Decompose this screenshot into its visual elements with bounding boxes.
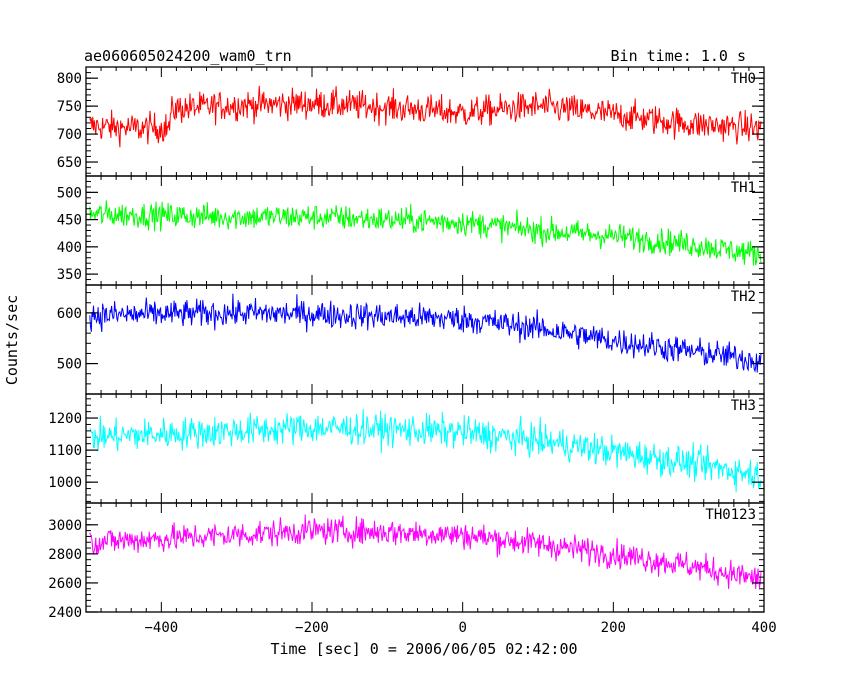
panel-frame-th0123 (85, 502, 765, 613)
y-tick-label: 450 (57, 213, 82, 229)
y-tick-label: 2600 (48, 576, 82, 592)
panel-label-th0123: TH0123 (705, 507, 756, 523)
series-line-th0 (89, 85, 762, 148)
panel-frame-th3 (85, 393, 765, 504)
series-line-th2 (89, 293, 762, 373)
x-tick-label: 0 (458, 620, 466, 636)
x-tick-label: 400 (751, 620, 776, 636)
y-tick-label: 350 (57, 267, 82, 283)
y-tick-label: 2400 (48, 605, 82, 621)
y-tick-label: 600 (57, 306, 82, 322)
y-tick-label: 1200 (48, 411, 82, 427)
y-tick-label: 500 (57, 357, 82, 373)
chart-title: ae060605024200_wam0_trn (84, 47, 292, 65)
panel-frame-th2 (85, 284, 765, 395)
y-tick-label: 400 (57, 240, 82, 256)
x-axis-label: Time [sec] 0 = 2006/06/05 02:42:00 (270, 640, 577, 658)
series-line-th3 (89, 408, 762, 493)
series-line-th0123 (89, 514, 762, 590)
x-tick-label: −200 (295, 620, 329, 636)
y-axis-label: Counts/sec (3, 295, 21, 385)
y-tick-label: 1000 (48, 475, 82, 491)
panels-group: TH0 650 700 750 800 TH1 350 400 450 500 TH2 500 600 T… (48, 66, 777, 636)
y-tick-label: 2800 (48, 547, 82, 563)
y-tick-label: 1100 (48, 443, 82, 459)
y-tick-label: 800 (57, 71, 82, 87)
panel-label-th1: TH1 (731, 180, 756, 196)
y-tick-label: 500 (57, 185, 82, 201)
series-line-th1 (89, 200, 762, 266)
y-tick-label: 750 (57, 99, 82, 115)
y-tick-label: 650 (57, 155, 82, 171)
panel-frame-th1 (85, 175, 765, 286)
bin-time-label: Bin time: 1.0 s (611, 47, 746, 65)
x-tick-label: −400 (144, 620, 178, 636)
y-tick-label: 700 (57, 127, 82, 143)
y-tick-label: 3000 (48, 518, 82, 534)
panel-label-th3: TH3 (731, 398, 756, 414)
x-tick-label: 200 (601, 620, 626, 636)
panel-label-th2: TH2 (731, 289, 756, 305)
panel-label-th0: TH0 (731, 71, 756, 87)
